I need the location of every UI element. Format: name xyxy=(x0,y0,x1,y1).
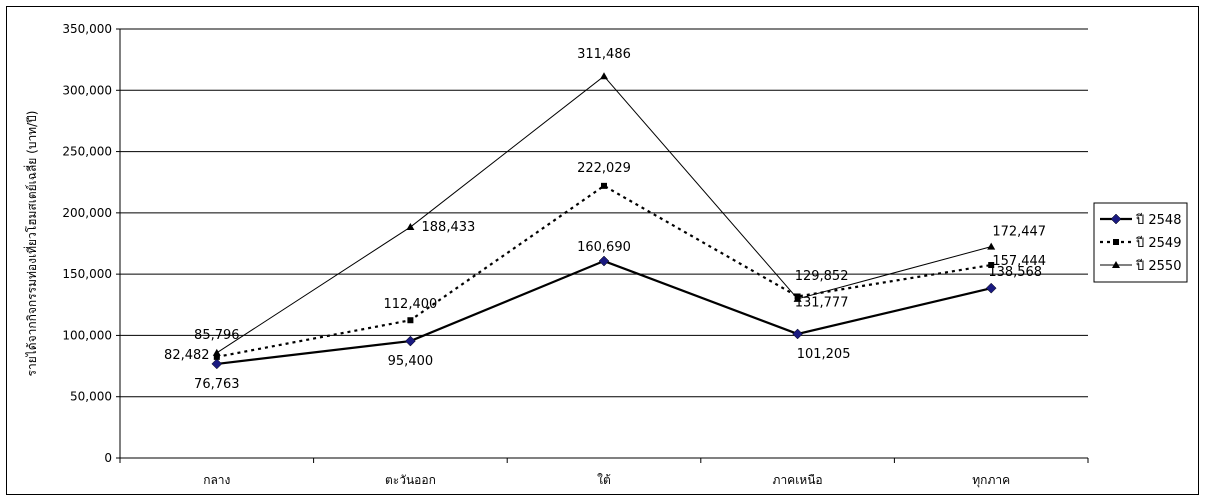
series-line xyxy=(216,75,992,354)
y-tick-label: 250,000 xyxy=(62,145,112,159)
x-tick-label: ทุกภาค xyxy=(972,473,1010,488)
data-point xyxy=(405,335,416,347)
y-tick-label: 50,000 xyxy=(70,390,112,404)
data-label: 222,029 xyxy=(577,161,631,176)
data-label: 95,400 xyxy=(388,354,434,369)
data-point xyxy=(211,358,223,370)
legend-label: ปี 2549 xyxy=(1135,235,1181,251)
data-label: 138,568 xyxy=(988,265,1042,280)
legend-marker xyxy=(1110,213,1122,225)
x-tick-label: กลาง xyxy=(203,473,230,487)
axis-layer: 0 50,000 100,000 150,000 200,000 250,000 300,0… xyxy=(62,22,1089,488)
y-tick-label: 150,000 xyxy=(62,267,112,281)
legend: ปี 2548 ปี 2549 ปี 2550 xyxy=(1093,202,1188,283)
data-point xyxy=(985,282,997,294)
data-label: 311,486 xyxy=(577,47,631,62)
data-point xyxy=(598,255,610,267)
data-point xyxy=(793,294,802,302)
data-point xyxy=(407,317,414,324)
data-point xyxy=(987,242,996,250)
data-label: 172,447 xyxy=(992,225,1046,240)
y-tick-label: 300,000 xyxy=(62,83,112,97)
chart-frame xyxy=(6,6,1199,495)
legend-marker xyxy=(1112,261,1120,268)
series-layer xyxy=(211,72,997,370)
x-tick-label: ภาคเหนือ xyxy=(773,473,823,487)
x-tick-label: ใต้ xyxy=(597,473,611,487)
data-label: 157,444 xyxy=(992,254,1046,269)
series-line xyxy=(216,259,992,366)
data-label: 160,690 xyxy=(577,240,631,255)
data-point xyxy=(601,182,607,189)
y-tick-label: 350,000 xyxy=(62,22,112,36)
y-tick-label: 0 xyxy=(104,451,112,465)
data-label: 112,400 xyxy=(384,297,438,312)
y-tick-label: 200,000 xyxy=(62,206,112,220)
data-point xyxy=(406,223,415,231)
series-line xyxy=(216,184,992,358)
data-point xyxy=(600,72,608,80)
data-point xyxy=(213,353,220,360)
data-label: 82,482 xyxy=(164,348,210,363)
data-point xyxy=(988,262,995,269)
data-point xyxy=(212,348,221,356)
legend-label: ปี 2548 xyxy=(1135,212,1181,228)
data-label: 129,852 xyxy=(795,269,849,284)
data-point xyxy=(792,328,803,340)
y-tick-label: 100,000 xyxy=(62,328,112,342)
data-label: 131,777 xyxy=(795,295,849,310)
legend-label: ปี 2550 xyxy=(1135,258,1181,274)
data-label-layer: 76,763 95,400 160,690 101,205 138,568 82,482 1… xyxy=(164,47,1046,392)
x-tick-label: ตะวันออก xyxy=(385,473,436,487)
y-axis-title: รายได้จากกิจกรรมท่องเที่ยวโฮมสเตย์เฉลี่ย… xyxy=(23,111,39,377)
data-label: 85,796 xyxy=(194,328,240,343)
data-label: 188,433 xyxy=(422,220,476,235)
data-label: 76,763 xyxy=(194,377,240,392)
data-label: 101,205 xyxy=(797,347,851,362)
grid-layer xyxy=(120,28,1088,398)
legend-marker xyxy=(1113,239,1119,245)
